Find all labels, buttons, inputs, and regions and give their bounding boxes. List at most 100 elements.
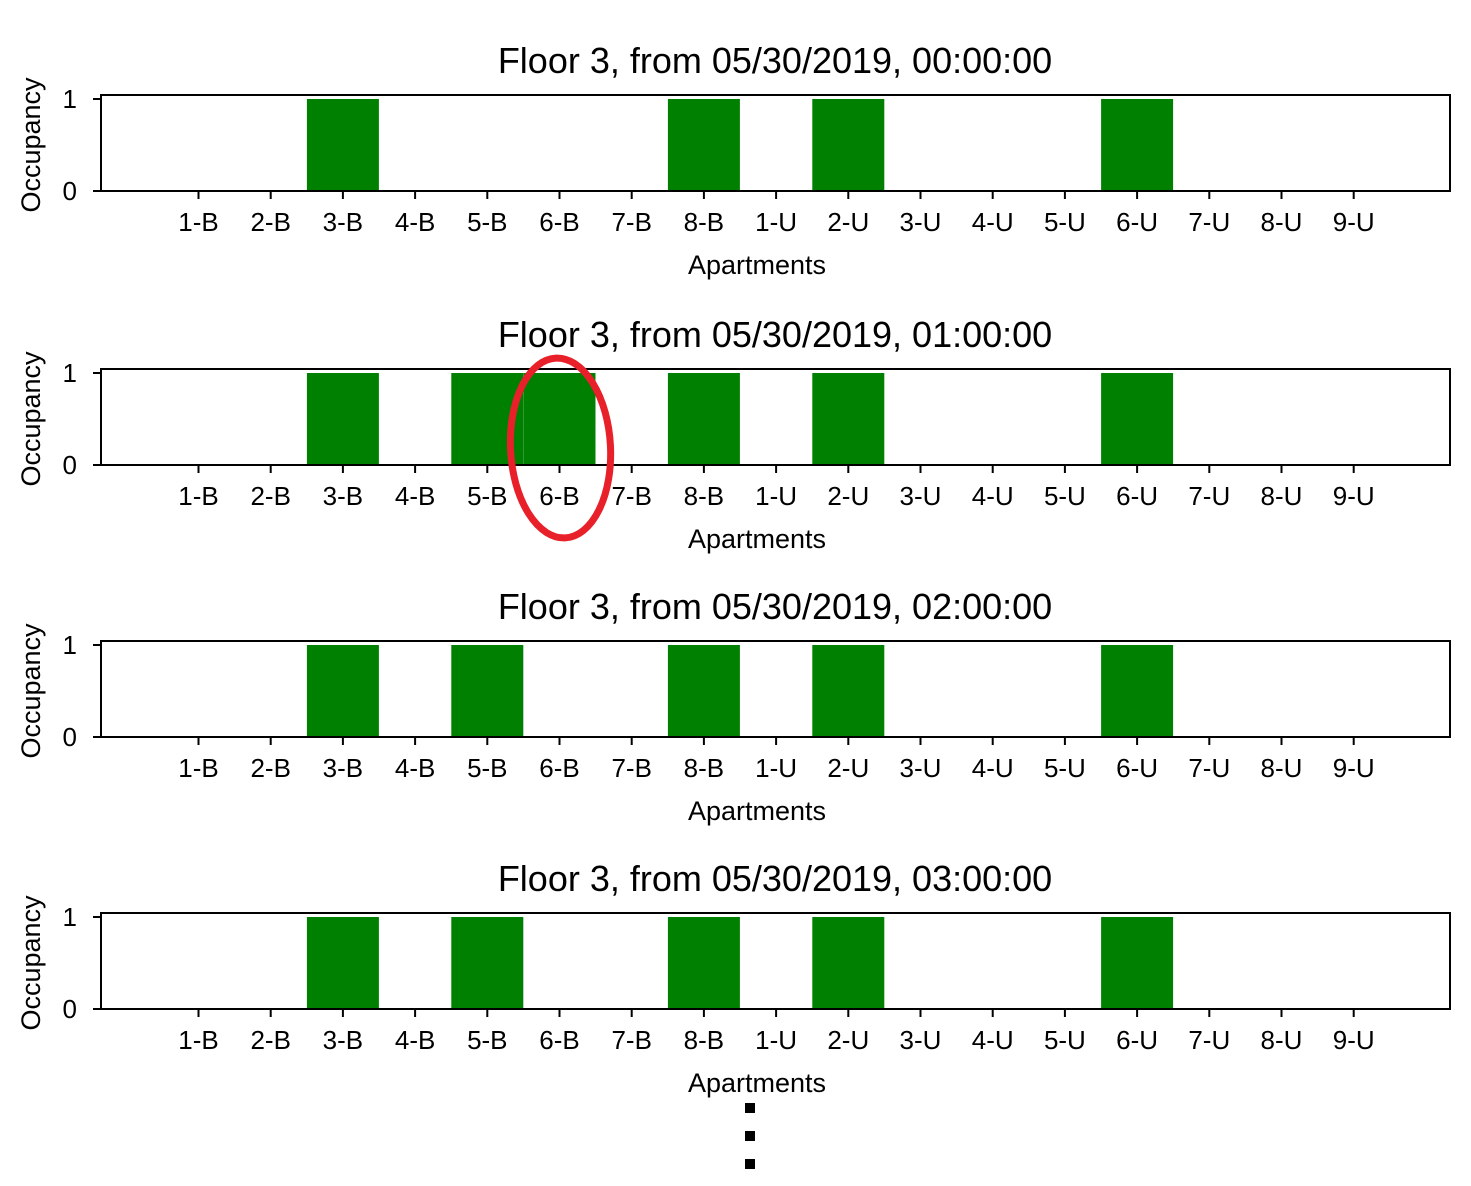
x-tick-label: 2-U — [827, 1025, 869, 1055]
chart-panel: Floor 3, from 05/30/2019, 03:00:00 0 1 1-B 2… — [16, 858, 1451, 1098]
x-tick-label: 1-B — [178, 207, 218, 237]
x-tick-label: 2-U — [827, 207, 869, 237]
x-tick-label: 5-U — [1044, 207, 1086, 237]
y-tick-label: 1 — [63, 358, 77, 388]
x-tick-label: 7-U — [1188, 753, 1230, 783]
x-axis-label: Apartments — [688, 796, 826, 826]
bar — [667, 917, 740, 1009]
x-tick-label: 5-U — [1044, 1025, 1086, 1055]
x-tick-label: 6-B — [539, 207, 579, 237]
x-tick-label: 7-U — [1188, 1025, 1230, 1055]
x-tick-label: 2-U — [827, 481, 869, 511]
x-tick-label: 6-U — [1116, 481, 1158, 511]
x-tick-label: 5-B — [467, 753, 507, 783]
x-tick-label: 4-U — [972, 753, 1014, 783]
bar — [306, 373, 379, 465]
y-tick-label: 0 — [63, 994, 77, 1024]
highlight-circle — [506, 354, 615, 542]
x-tick-label: 6-B — [539, 1025, 579, 1055]
x-tick-label: 2-U — [827, 753, 869, 783]
plot-frame — [100, 94, 1451, 192]
bar — [306, 917, 379, 1009]
plot-frame — [100, 912, 1451, 1010]
x-tick-label: 6-B — [539, 753, 579, 783]
x-tick-label: 1-B — [178, 481, 218, 511]
continuation-dot — [745, 1131, 755, 1141]
chart-title: Floor 3, from 05/30/2019, 00:00:00 — [498, 40, 1052, 81]
continuation-dots — [745, 1103, 755, 1169]
x-tick-label: 5-B — [467, 1025, 507, 1055]
bar — [1101, 99, 1174, 191]
bar — [812, 917, 885, 1009]
x-axis-label: Apartments — [688, 524, 826, 554]
chart-panel: Floor 3, from 05/30/2019, 01:00:00 0 1 1-B 2… — [16, 314, 1451, 554]
x-tick-label: 2-B — [250, 481, 290, 511]
bar — [306, 645, 379, 737]
x-tick-label: 1-U — [755, 1025, 797, 1055]
x-tick-label: 7-B — [611, 207, 651, 237]
y-axis-label: Occupancy — [16, 895, 46, 1031]
x-tick-label: 9-U — [1333, 481, 1375, 511]
x-tick-label: 8-B — [684, 1025, 724, 1055]
y-axis-label: Occupancy — [16, 77, 46, 213]
x-tick-label: 1-U — [755, 207, 797, 237]
bar — [1101, 917, 1174, 1009]
y-tick-label: 1 — [63, 84, 77, 114]
x-tick-label: 3-U — [900, 207, 942, 237]
bar — [1101, 645, 1174, 737]
bar — [667, 645, 740, 737]
y-tick-label: 1 — [63, 902, 77, 932]
x-tick-label: 3-B — [323, 207, 363, 237]
bar — [451, 645, 524, 737]
x-tick-label: 7-B — [611, 1025, 651, 1055]
bar — [667, 99, 740, 191]
x-axis-label: Apartments — [688, 250, 826, 280]
x-tick-label: 4-U — [972, 481, 1014, 511]
continuation-dot — [745, 1159, 755, 1169]
bar — [667, 373, 740, 465]
x-tick-label: 6-U — [1116, 753, 1158, 783]
bar — [812, 373, 885, 465]
x-tick-label: 7-B — [611, 753, 651, 783]
x-tick-label: 6-U — [1116, 207, 1158, 237]
x-tick-label: 6-U — [1116, 1025, 1158, 1055]
x-tick-label: 1-B — [178, 753, 218, 783]
x-tick-label: 4-U — [972, 1025, 1014, 1055]
bar — [812, 99, 885, 191]
x-tick-label: 5-B — [467, 481, 507, 511]
x-tick-label: 3-B — [323, 1025, 363, 1055]
x-tick-label: 6-B — [539, 481, 579, 511]
x-tick-label: 8-U — [1261, 1025, 1303, 1055]
x-tick-label: 3-U — [900, 481, 942, 511]
x-tick-label: 9-U — [1333, 753, 1375, 783]
x-tick-label: 8-U — [1261, 481, 1303, 511]
x-axis-label: Apartments — [688, 1068, 826, 1098]
x-tick-label: 4-B — [395, 1025, 435, 1055]
x-tick-label: 8-U — [1261, 753, 1303, 783]
x-tick-label: 4-U — [972, 207, 1014, 237]
x-tick-label: 1-U — [755, 753, 797, 783]
bar — [1101, 373, 1174, 465]
x-tick-label: 3-U — [900, 753, 942, 783]
y-tick-label: 1 — [63, 630, 77, 660]
x-tick-label: 8-B — [684, 481, 724, 511]
x-tick-label: 5-U — [1044, 753, 1086, 783]
plot-frame — [100, 368, 1451, 466]
chart-panel: Floor 3, from 05/30/2019, 00:00:00 0 1 1-B 2… — [16, 40, 1451, 280]
x-tick-label: 5-U — [1044, 481, 1086, 511]
bar — [451, 917, 524, 1009]
y-tick-label: 0 — [63, 176, 77, 206]
x-tick-label: 4-B — [395, 481, 435, 511]
y-axis-label: Occupancy — [16, 351, 46, 487]
x-tick-label: 2-B — [250, 1025, 290, 1055]
x-tick-label: 9-U — [1333, 1025, 1375, 1055]
x-tick-label: 8-B — [684, 753, 724, 783]
x-tick-label: 2-B — [250, 753, 290, 783]
chart-title: Floor 3, from 05/30/2019, 03:00:00 — [498, 858, 1052, 899]
x-tick-label: 8-B — [684, 207, 724, 237]
bar — [812, 645, 885, 737]
x-tick-label: 8-U — [1261, 207, 1303, 237]
chart-title: Floor 3, from 05/30/2019, 01:00:00 — [498, 314, 1052, 355]
continuation-dot — [745, 1103, 755, 1113]
